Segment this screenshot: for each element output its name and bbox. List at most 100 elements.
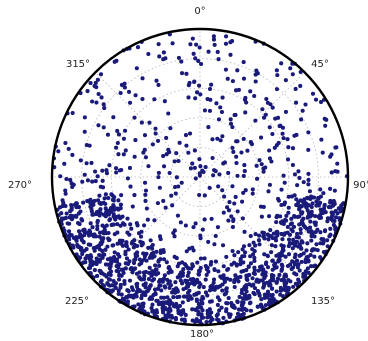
scatter-point: [274, 215, 279, 220]
scatter-point: [263, 303, 268, 308]
scatter-point: [241, 173, 246, 179]
scatter-point: [122, 81, 127, 86]
scatter-point: [322, 202, 327, 207]
scatter-point: [108, 217, 113, 222]
scatter-point: [174, 256, 179, 261]
scatter-point: [268, 234, 273, 239]
scatter-point: [127, 278, 133, 283]
scatter-point: [120, 214, 125, 219]
scatter-point: [206, 239, 211, 244]
scatter-point: [291, 284, 296, 289]
scatter-point: [132, 242, 137, 247]
scatter-point: [274, 220, 279, 225]
scatter-point: [257, 233, 262, 238]
scatter-point: [287, 241, 292, 246]
scatter-point: [207, 185, 212, 190]
scatter-point: [272, 145, 277, 150]
scatter-point: [200, 227, 205, 232]
scatter-point: [138, 289, 143, 294]
scatter-point: [186, 297, 191, 303]
scatter-point: [335, 161, 340, 166]
scatter-point: [211, 173, 216, 178]
scatter-point: [301, 251, 306, 256]
scatter-point: [275, 73, 280, 78]
angle-label-315: 315°: [66, 59, 90, 70]
scatter-point: [290, 72, 295, 77]
scatter-point: [242, 163, 247, 168]
scatter-point: [116, 214, 121, 219]
scatter-point: [278, 214, 283, 219]
scatter-point: [228, 277, 233, 282]
scatter-point: [227, 200, 232, 205]
scatter-point: [241, 76, 246, 81]
scatter-point: [205, 293, 210, 298]
scatter-point: [190, 318, 195, 323]
scatter-point: [89, 207, 94, 212]
scatter-point: [269, 243, 274, 248]
scatter-point: [203, 277, 208, 282]
scatter-point: [228, 121, 234, 126]
scatter-point: [164, 135, 169, 141]
scatter-point: [256, 268, 261, 273]
scatter-point: [200, 168, 205, 173]
scatter-point: [64, 176, 69, 182]
scatter-point: [112, 250, 117, 255]
scatter-point: [163, 205, 168, 210]
scatter-point: [253, 79, 258, 84]
scatter-point: [297, 222, 302, 227]
scatter-point: [161, 164, 167, 169]
scatter-point: [263, 165, 268, 170]
scatter-point: [332, 201, 337, 206]
scatter-point: [148, 295, 153, 300]
scatter-point: [173, 316, 178, 321]
scatter-point: [157, 54, 162, 59]
scatter-point: [271, 297, 276, 302]
scatter-point: [257, 158, 262, 163]
scatter-point: [63, 188, 68, 193]
scatter-point: [215, 302, 220, 307]
scatter-point: [193, 176, 198, 181]
scatter-point: [113, 166, 119, 171]
scatter-point: [151, 250, 156, 255]
scatter-point: [212, 242, 217, 247]
scatter-point: [299, 117, 304, 122]
scatter-point: [308, 219, 313, 224]
scatter-point: [244, 289, 249, 294]
scatter-point: [325, 216, 330, 221]
scatter-point: [306, 177, 311, 182]
scatter-point: [69, 207, 74, 212]
scatter-point: [106, 196, 111, 201]
scatter-point: [95, 77, 100, 82]
scatter-point: [106, 277, 112, 282]
scatter-point: [124, 256, 129, 261]
scatter-point: [137, 262, 142, 267]
scatter-point: [302, 225, 308, 230]
scatter-point: [197, 192, 202, 198]
scatter-point: [84, 143, 89, 148]
scatter-point: [92, 212, 97, 217]
scatter-point: [214, 101, 219, 106]
scatter-point: [285, 157, 291, 162]
scatter-point: [196, 302, 201, 307]
scatter-point: [279, 268, 284, 273]
scatter-point: [126, 247, 131, 252]
scatter-point: [321, 191, 326, 196]
scatter-point: [290, 163, 295, 168]
scatter-point: [203, 290, 208, 295]
scatter-point: [189, 280, 195, 285]
scatter-point: [248, 300, 253, 305]
scatter-point: [119, 238, 124, 243]
scatter-point: [161, 198, 166, 203]
scatter-point: [281, 136, 286, 141]
scatter-point: [265, 253, 270, 258]
scatter-point: [318, 241, 323, 246]
scatter-point: [105, 132, 110, 137]
scatter-point: [238, 258, 243, 264]
scatter-point: [199, 61, 204, 67]
scatter-point: [103, 247, 108, 252]
scatter-point: [296, 244, 301, 249]
scatter-point: [82, 115, 87, 120]
scatter-point: [224, 254, 229, 259]
scatter-point: [217, 308, 222, 313]
scatter-point: [82, 129, 87, 134]
